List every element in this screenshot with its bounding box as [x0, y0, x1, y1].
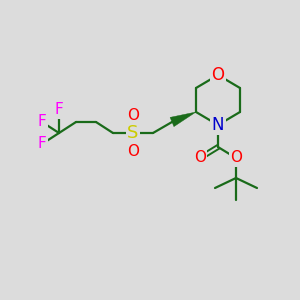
Polygon shape — [170, 112, 196, 127]
Text: O: O — [127, 143, 139, 158]
Text: F: F — [38, 136, 46, 152]
Text: O: O — [212, 66, 224, 84]
Text: O: O — [127, 107, 139, 122]
Text: N: N — [212, 116, 224, 134]
Text: O: O — [230, 151, 242, 166]
Text: S: S — [127, 124, 139, 142]
Text: F: F — [38, 115, 46, 130]
Text: F: F — [55, 103, 63, 118]
Text: O: O — [194, 151, 206, 166]
